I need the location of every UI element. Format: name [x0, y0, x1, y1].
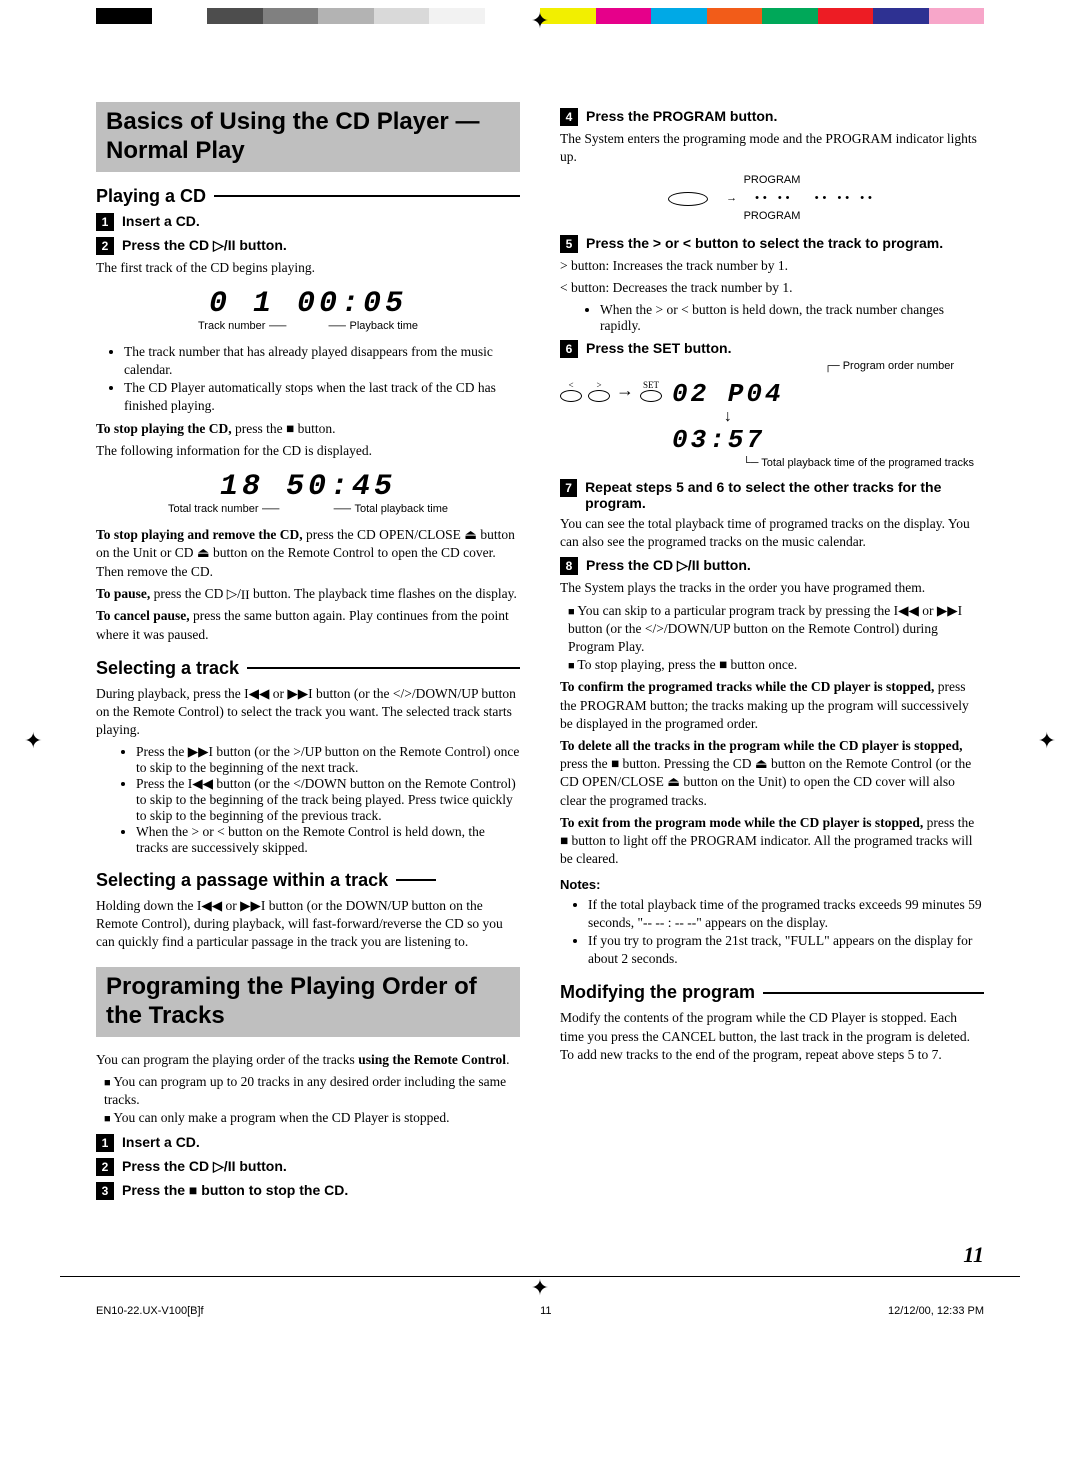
p4-body: The System enters the programing mode an… — [560, 130, 984, 166]
program-button-diagram: PROGRAM → •• •• •• •• •• PROGRAM — [560, 172, 984, 225]
prog-square-bullets: You can program up to 20 tracks in any d… — [104, 1073, 520, 1128]
headline-programing: Programing the Playing Order of the Trac… — [96, 967, 520, 1037]
confirm-text: To confirm the programed tracks while th… — [560, 678, 984, 733]
lcd-display-2: 18 50:45 Total track number ⸺ ⸺ Total pl… — [96, 470, 520, 516]
section-modify: Modifying the program — [560, 982, 984, 1003]
footer-page: 11 — [540, 1305, 551, 1317]
step-1: 1Insert a CD. — [96, 213, 520, 231]
notes-label: Notes: — [560, 877, 984, 892]
cancel-pause-text: To cancel pause, press the same button a… — [96, 607, 520, 643]
registration-mark-right: ✦ — [1038, 728, 1056, 754]
left-column: Basics of Using the CD Player — Normal P… — [96, 102, 520, 1202]
prog-step-4: 4Press the PROGRAM button. — [560, 108, 984, 126]
footer-timestamp: 12/12/00, 12:33 PM — [888, 1305, 984, 1317]
p8-square-bullets: You can skip to a particular program tra… — [568, 602, 984, 675]
registration-mark-bottom: ✦ — [0, 1277, 1080, 1299]
modify-body: Modify the contents of the program while… — [560, 1009, 984, 1064]
section-title-text: Playing a CD — [96, 186, 206, 207]
prog-step-3: 3Press the ■ button to stop the CD. — [96, 1182, 520, 1200]
notes-list: If the total playback time of the progra… — [588, 896, 984, 969]
delete-all-text: To delete all the tracks in the program … — [560, 737, 984, 810]
exit-text: To exit from the program mode while the … — [560, 814, 984, 869]
pause-text: To pause, press the CD ▷/II button. The … — [96, 585, 520, 604]
passage-body: Holding down the I◀◀ or ▶▶I button (or t… — [96, 897, 520, 952]
prog-step-7: 7Repeat steps 5 and 6 to select the othe… — [560, 479, 984, 511]
prog-step-1: 1Insert a CD. — [96, 1134, 520, 1152]
selecting-track-body: During playback, press the I◀◀ or ▶▶I bu… — [96, 685, 520, 740]
prog-step-5: 5Press the > or < button to select the t… — [560, 235, 984, 253]
page-number: 11 — [0, 1242, 1080, 1276]
lcd-display-1: 0 1 00:05 Track number ⸺ ⸺ Playback time — [96, 287, 520, 333]
section-passage: Selecting a passage within a track — [96, 870, 520, 891]
prog-step-8: 8Press the CD ▷/II button. — [560, 557, 984, 575]
stop-line: To stop playing the CD, press the ■ butt… — [96, 420, 520, 438]
prog-step-2: 2Press the CD ▷/II button. — [96, 1158, 520, 1176]
prog-intro: You can program the playing order of the… — [96, 1051, 520, 1069]
registration-mark-left: ✦ — [24, 728, 42, 754]
print-footer: EN10-22.UX-V100[B]f 11 12/12/00, 12:33 P… — [0, 1299, 1080, 1325]
prog-step-6: 6Press the SET button. — [560, 340, 984, 358]
right-column: 4Press the PROGRAM button. The System en… — [560, 102, 984, 1202]
play-notes-list: The track number that has already played… — [124, 343, 520, 416]
selecting-track-bullets: Press the ▶▶I button (or the >/UP button… — [136, 744, 520, 856]
footer-file: EN10-22.UX-V100[B]f — [96, 1305, 204, 1317]
section-playing-cd: Playing a CD — [96, 186, 520, 207]
stop-remove-text: To stop playing and remove the CD, press… — [96, 526, 520, 581]
headline-basics: Basics of Using the CD Player — Normal P… — [96, 102, 520, 172]
page-content: Basics of Using the CD Player — Normal P… — [0, 32, 1080, 1242]
step-2: 2Press the CD ▷/II button. — [96, 237, 520, 255]
first-track-text: The first track of the CD begins playing… — [96, 259, 520, 277]
following-info: The following information for the CD is … — [96, 442, 520, 460]
section-selecting-track: Selecting a track — [96, 658, 520, 679]
set-button-diagram: < > → SET 02 P04 ↓ 03:57 — [560, 380, 984, 455]
